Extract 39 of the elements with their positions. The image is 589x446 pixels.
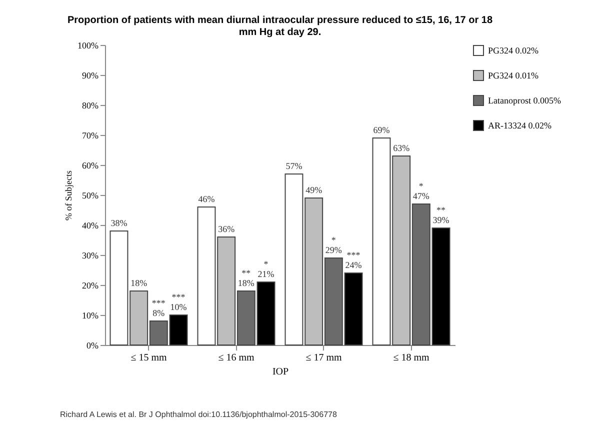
- y-tick-label: 80%: [82, 100, 99, 110]
- y-tick-label: 10%: [82, 310, 99, 320]
- data-label: * 47%: [412, 181, 430, 201]
- legend-label: PG324 0.02%: [488, 46, 540, 56]
- data-label: ** 39%: [432, 205, 450, 225]
- data-label: 18%: [130, 278, 148, 288]
- data-label: *** 8%: [152, 298, 166, 318]
- y-tick-label: 90%: [82, 70, 99, 80]
- legend-label: AR-13324 0.02%: [488, 120, 552, 130]
- y-tick-label: 0%: [86, 340, 99, 350]
- x-tick-label: ≤ 16 mm: [218, 352, 254, 364]
- data-label: 38%: [110, 218, 128, 228]
- data-label: 36%: [218, 224, 236, 234]
- x-tick-label: ≤ 15 mm: [130, 352, 167, 364]
- y-tick-label: 20%: [82, 280, 99, 290]
- x-axis-title: IOP: [272, 366, 289, 378]
- x-tick-label: ≤ 17 mm: [306, 352, 342, 364]
- data-label: * 21%: [258, 259, 275, 279]
- data-label: ** 18%: [238, 268, 255, 288]
- legend-label: Latanoprost 0.005%: [488, 96, 562, 106]
- data-label: 46%: [198, 194, 216, 204]
- data-label: *** 10%: [170, 292, 188, 312]
- data-label: 57%: [286, 161, 303, 171]
- text: Richard A Lewis et al. Br J Ophthalmol doi:10.1136/bjophthalmol-2015-306778: [60, 410, 338, 419]
- data-label: 69%: [373, 125, 390, 135]
- x-tick-label: ≤ 18 mm: [393, 352, 430, 364]
- y-tick-label: 60%: [82, 160, 99, 170]
- data-label: 63%: [393, 143, 410, 153]
- data-label: *** 24%: [345, 250, 362, 270]
- y-axis-title: % of Subjects: [64, 170, 74, 220]
- data-label: * 29%: [325, 235, 342, 255]
- y-tick-label: 30%: [82, 250, 99, 260]
- chart-title: Proportion of patients with mean diurnal intraocular pressure reduced to ≤15, 16, 17 or 18 mm Hg at day 29.: [67, 15, 493, 38]
- y-tick-label: 70%: [82, 130, 99, 140]
- data-label: 49%: [306, 185, 323, 195]
- y-tick-label: 40%: [82, 220, 99, 230]
- y-tick-label: 100%: [78, 40, 99, 50]
- legend-label: PG324 0.01%: [488, 70, 540, 80]
- y-tick-label: 50%: [82, 190, 99, 200]
